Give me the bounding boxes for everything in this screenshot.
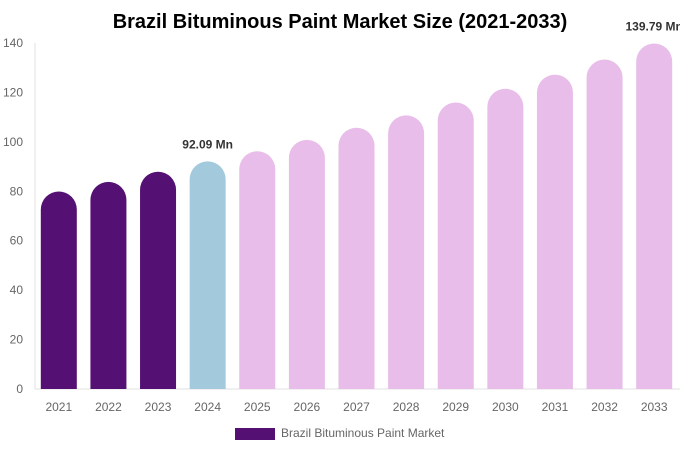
x-tick-label: 2029 [442, 400, 469, 414]
x-tick-label: 2025 [244, 400, 271, 414]
legend-label: Brazil Bituminous Paint Market [281, 426, 445, 440]
bar-2024 [189, 161, 226, 389]
x-tick-label: 2030 [492, 400, 519, 414]
x-tick-label: 2027 [343, 400, 370, 414]
data-label: 92.09 Mn [182, 137, 233, 151]
x-tick-label: 2026 [294, 400, 321, 414]
bar-2031 [536, 74, 573, 390]
y-tick-label: 120 [3, 85, 23, 99]
bar-2033 [636, 43, 673, 389]
x-tick-label: 2033 [641, 400, 668, 414]
bar-2028 [388, 115, 425, 389]
bar-2029 [437, 102, 474, 389]
y-tick-label: 140 [3, 36, 23, 50]
bar-2030 [487, 88, 524, 390]
data-label: 139.79 Mn [626, 20, 680, 34]
y-tick-label: 20 [10, 333, 24, 347]
x-tick-label: 2022 [95, 400, 122, 414]
bar-2022 [90, 181, 127, 389]
bar-2025 [239, 151, 276, 389]
bar-2027 [338, 127, 375, 389]
legend-swatch [235, 428, 275, 440]
chart-title: Brazil Bituminous Paint Market Size (202… [113, 11, 568, 33]
bar-2026 [288, 139, 325, 389]
legend: Brazil Bituminous Paint Market [235, 426, 445, 440]
x-tick-label: 2024 [194, 400, 221, 414]
y-tick-label: 60 [10, 234, 24, 248]
y-tick-label: 100 [3, 135, 23, 149]
x-tick-label: 2021 [45, 400, 72, 414]
x-tick-label: 2023 [145, 400, 172, 414]
bar-2021 [40, 191, 77, 389]
bar-2023 [140, 171, 177, 389]
y-tick-label: 80 [10, 184, 24, 198]
y-tick-label: 0 [16, 382, 23, 396]
x-tick-label: 2032 [591, 400, 618, 414]
bar-2032 [586, 59, 623, 390]
x-tick-label: 2028 [393, 400, 420, 414]
y-tick-label: 40 [10, 283, 24, 297]
x-tick-label: 2031 [542, 400, 569, 414]
